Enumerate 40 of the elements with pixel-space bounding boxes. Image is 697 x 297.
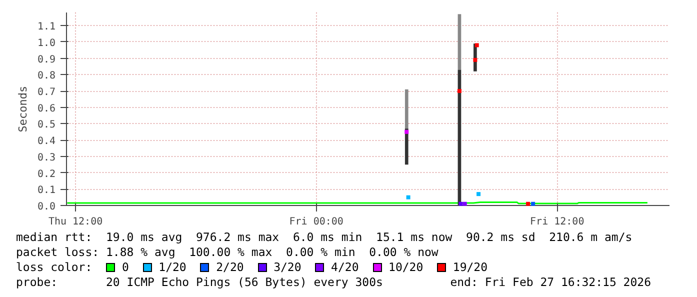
legend-title: loss color: [16,260,92,274]
point [406,195,410,200]
legend-label: 10/20 [388,260,424,274]
y-tick-label: 0.1 [37,185,56,196]
y-tick-label: 0.3 [37,152,56,164]
point [404,130,409,134]
y-tick-label: 0.2 [37,168,56,180]
y-tick-label: 0.0 [37,202,56,212]
y-axis-title: Seconds [16,86,30,132]
y-tick-label: 0.8 [37,70,56,82]
point [474,43,479,48]
y-tick-label: 0.7 [37,87,56,98]
bar [404,89,408,130]
point [457,89,462,94]
point [531,202,536,206]
bar [458,14,462,70]
text: packet loss: 1.88 % avg 100.00 % max 0.00 % min 0.00 % now [16,245,440,260]
legend-label: 4/20 [331,260,359,274]
text: median rtt: 19.0 ms avg 976.2 ms max 6.0 ms min 15.1 ms now 90.2 ms sd 210.6 m am/s [16,230,634,245]
legend-label: 19/20 [452,260,488,274]
point [476,192,481,196]
x-tick-label: Thu 12:00 [48,216,103,228]
text: end: Fri Feb 27 16:32:15 2026 [450,275,651,290]
y-tick-label: 1.1 [37,22,56,33]
point [462,202,467,206]
x-tick-label: Fri 00:00 [289,216,344,228]
y-tick-label: 0.6 [37,103,56,114]
y-tick-label: 0.5 [37,120,56,131]
y-tick-label: 0.4 [37,136,56,148]
legend-label: 0 [122,260,129,274]
legend-label: 3/20 [274,260,302,274]
y-tick-label: 1.0 [37,38,56,49]
legend-label: 2/20 [216,260,244,274]
x-tick-label: Fri 12:00 [530,216,584,228]
y-tick-label: 0.9 [37,54,56,66]
point [458,202,463,206]
point [526,202,530,206]
legend-label: 1/20 [158,260,186,274]
text: probe: 20 ICMP Echo Pings (56 Bytes) every 300s [16,275,383,290]
point [473,58,478,62]
